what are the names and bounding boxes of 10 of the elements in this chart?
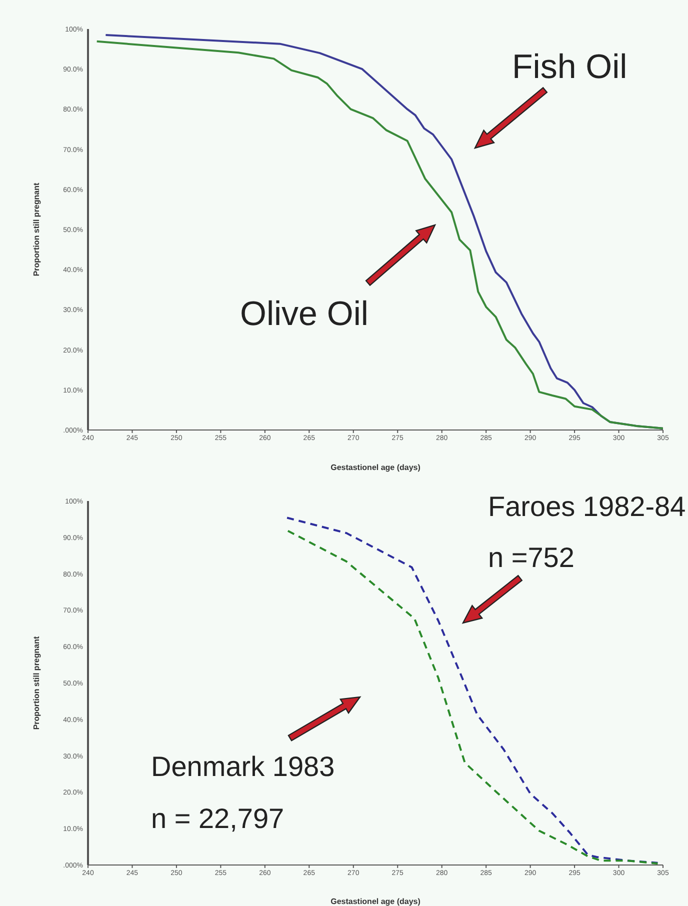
annotation: n =752 bbox=[488, 542, 574, 574]
annotation: Denmark 1983 bbox=[151, 750, 335, 783]
annotation: Faroes 1982-84 bbox=[488, 490, 686, 523]
x-axis-title: Gestastionel age (days) bbox=[330, 463, 421, 472]
y-axis-title: Proportion still pregnant bbox=[32, 636, 41, 730]
annotation: Fish Oil bbox=[512, 48, 628, 88]
annotation: Olive Oil bbox=[240, 295, 368, 334]
y-axis-title: Proportion still pregnant bbox=[32, 182, 41, 276]
annotation: n = 22,797 bbox=[151, 802, 284, 835]
x-axis-title: Gestastionel age (days) bbox=[330, 897, 421, 906]
